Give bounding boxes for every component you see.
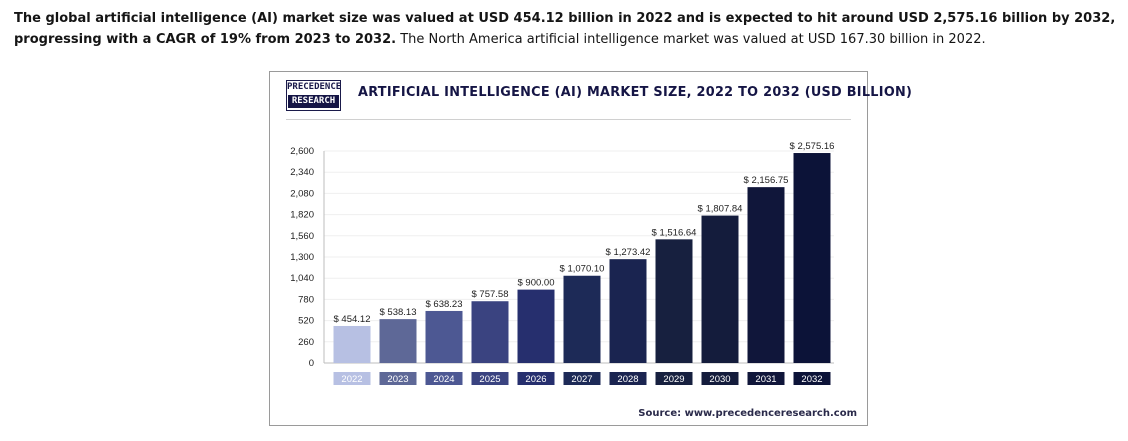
- bar: [517, 289, 555, 363]
- x-category-badge: [609, 372, 647, 385]
- bar-value-label: $ 1,070.10: [560, 264, 605, 275]
- x-tick-label: 2032: [801, 374, 822, 385]
- bar-value-label: $ 900.00: [518, 278, 555, 289]
- y-tick-label: 2,600: [290, 146, 314, 157]
- x-category-badge: [747, 372, 785, 385]
- y-tick-label: 520: [298, 316, 314, 327]
- x-tick-label: 2031: [755, 374, 776, 385]
- x-tick-label: 2024: [433, 374, 454, 385]
- x-category-badge: [563, 372, 601, 385]
- x-tick-label: 2030: [709, 374, 730, 385]
- bar: [609, 259, 647, 363]
- bar-value-label: $ 638.23: [426, 299, 463, 310]
- bar-value-label: $ 1,516.64: [652, 227, 697, 238]
- logo-line-2: RESEARCH: [288, 95, 339, 108]
- logo-line-1: PRECEDENCE: [287, 82, 342, 92]
- y-tick-label: 1,040: [290, 273, 314, 284]
- x-category-badge: [793, 372, 831, 385]
- x-category-badge: [471, 372, 509, 385]
- bar: [333, 325, 371, 363]
- intro-summary: The global artificial intelligence (AI) …: [14, 11, 1116, 47]
- bar: [425, 310, 463, 363]
- bar-chart: 0 260 520 780 1,040 1,300 1,560 1,820 2,080 2,340…: [290, 141, 835, 385]
- x-category-badge: [517, 372, 555, 385]
- bar-value-label: $ 454.12: [334, 314, 371, 325]
- bar-value-label: $ 1,807.84: [698, 204, 743, 215]
- bar: [471, 301, 509, 363]
- x-tick-label: 2028: [617, 374, 638, 385]
- chart-title: ARTIFICIAL INTELLIGENCE (AI) MARKET SIZE…: [358, 84, 913, 100]
- x-category-badge: [701, 372, 739, 385]
- bar: [793, 153, 831, 363]
- x-tick-label: 2023: [387, 374, 408, 385]
- x-tick-label: 2022: [341, 374, 362, 385]
- x-tick-label: 2026: [525, 374, 546, 385]
- y-tick-label: 260: [298, 337, 314, 348]
- y-tick-label: 0: [309, 358, 314, 369]
- bar: [747, 187, 785, 363]
- x-tick-label: 2029: [663, 374, 684, 385]
- source-text: Source: www.precedenceresearch.com: [638, 408, 857, 419]
- bar-value-label: $ 1,273.42: [606, 247, 651, 258]
- x-tick-label: 2025: [479, 374, 500, 385]
- y-tick-label: 2,340: [290, 167, 314, 178]
- bar: [563, 275, 601, 363]
- x-category-badge: [333, 372, 371, 385]
- y-tick-label: 780: [298, 294, 314, 305]
- x-category-badge: [425, 372, 463, 385]
- bar-value-label: $ 2,575.16: [790, 141, 835, 152]
- title-divider: [286, 119, 851, 120]
- x-category-badge: [655, 372, 693, 385]
- bar-value-label: $ 2,156.75: [744, 175, 789, 186]
- bar: [701, 215, 739, 363]
- x-tick-label: 2027: [571, 374, 592, 385]
- y-tick-label: 1,300: [290, 252, 314, 263]
- y-tick-label: 1,820: [290, 210, 314, 221]
- bar: [655, 239, 693, 363]
- precedence-research-logo: PRECEDENCE RESEARCH: [286, 80, 341, 111]
- bar-value-label: $ 757.58: [472, 289, 509, 300]
- bar-value-label: $ 538.13: [380, 307, 417, 318]
- bar: [379, 319, 417, 363]
- intro-paragraph: The global artificial intelligence (AI) …: [14, 8, 1122, 50]
- y-tick-label: 2,080: [290, 188, 314, 199]
- chart-card: PRECEDENCE RESEARCH ARTIFICIAL INTELLIGE…: [269, 71, 912, 426]
- intro-north-america: The North America artificial intelligenc…: [396, 32, 986, 47]
- y-tick-label: 1,560: [290, 231, 314, 242]
- x-category-badge: [379, 372, 417, 385]
